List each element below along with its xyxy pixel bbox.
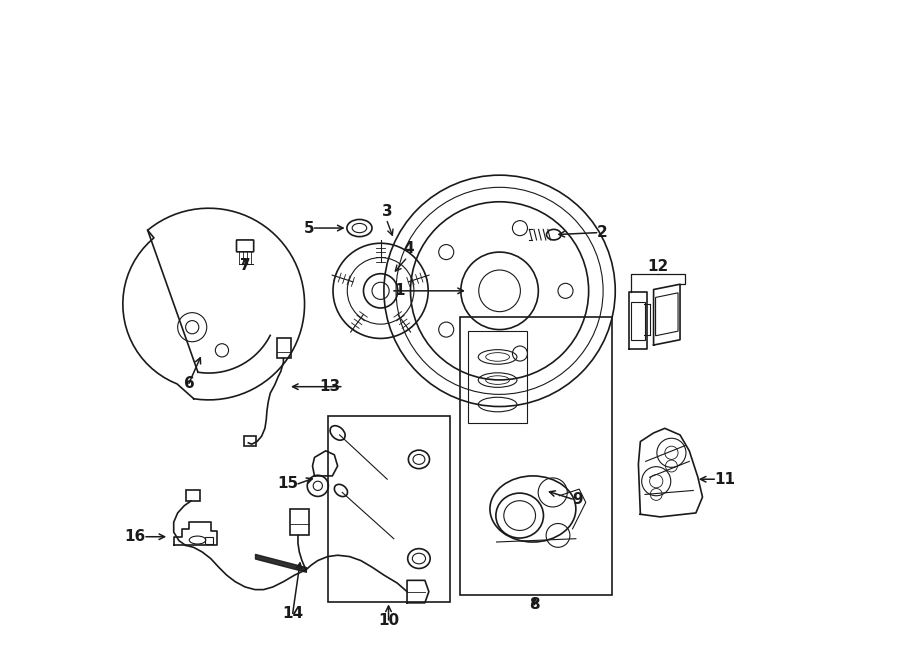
Text: 10: 10: [378, 613, 399, 627]
Text: 16: 16: [125, 529, 146, 544]
Text: 2: 2: [597, 225, 608, 240]
Bar: [290, 509, 309, 535]
Bar: [460, 317, 612, 595]
Text: 9: 9: [572, 492, 583, 506]
Bar: [631, 302, 645, 340]
Text: 12: 12: [648, 259, 669, 274]
Text: 8: 8: [529, 598, 540, 612]
Text: 7: 7: [239, 258, 250, 273]
Text: 1: 1: [394, 284, 404, 298]
Text: 13: 13: [320, 379, 341, 394]
Bar: [277, 338, 292, 358]
Text: 11: 11: [715, 472, 735, 486]
Bar: [328, 416, 450, 602]
Text: 3: 3: [382, 204, 392, 219]
Bar: [185, 490, 200, 501]
Text: 4: 4: [403, 241, 414, 256]
Text: 5: 5: [304, 221, 314, 235]
Bar: [244, 436, 256, 446]
Text: 6: 6: [184, 376, 194, 391]
Bar: [205, 537, 213, 544]
Text: 15: 15: [277, 477, 298, 491]
Text: 14: 14: [282, 606, 303, 621]
Bar: [468, 330, 527, 423]
